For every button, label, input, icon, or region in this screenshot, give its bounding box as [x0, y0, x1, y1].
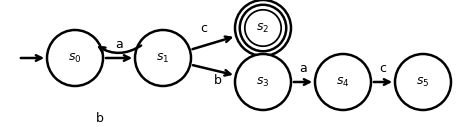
Text: $s_1$: $s_1$	[156, 51, 170, 65]
Circle shape	[315, 54, 371, 110]
Text: $s_2$: $s_2$	[257, 21, 270, 35]
Text: $s_4$: $s_4$	[336, 75, 350, 89]
Text: $s_0$: $s_0$	[68, 51, 82, 65]
Text: c: c	[379, 61, 386, 75]
Text: c: c	[201, 21, 207, 35]
Circle shape	[235, 54, 291, 110]
Text: b: b	[96, 112, 104, 124]
Circle shape	[47, 30, 103, 86]
Text: $s_3$: $s_3$	[256, 75, 270, 89]
Circle shape	[135, 30, 191, 86]
Text: a: a	[299, 61, 307, 75]
Circle shape	[395, 54, 451, 110]
Text: b: b	[214, 74, 222, 86]
Circle shape	[235, 0, 291, 56]
Text: a: a	[115, 37, 123, 51]
Text: $s_5$: $s_5$	[416, 75, 430, 89]
